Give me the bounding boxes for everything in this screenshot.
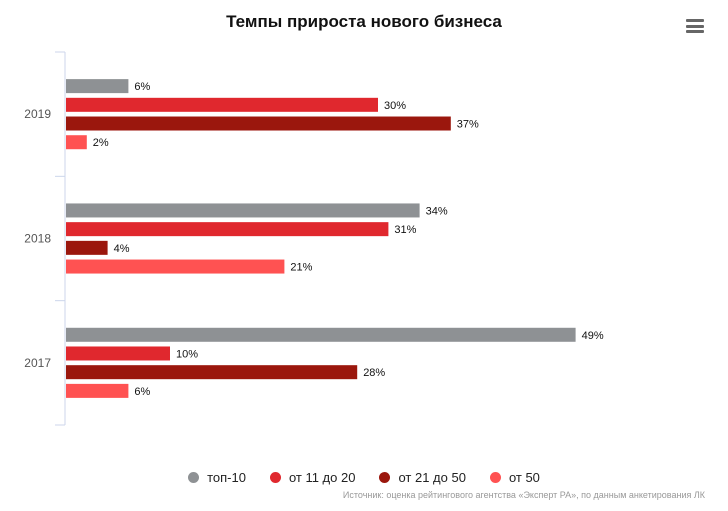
legend-label: от 50	[508, 470, 540, 485]
data-label: 31%	[394, 224, 416, 236]
bar[interactable]	[66, 135, 87, 150]
source-note: Источник: оценка рейтингового агентства …	[342, 490, 705, 500]
category-label: 2018	[24, 232, 51, 246]
data-label: 49%	[582, 330, 604, 342]
data-label: 2%	[93, 137, 109, 149]
bar[interactable]	[66, 346, 170, 361]
bar[interactable]	[66, 240, 108, 255]
legend-marker	[489, 472, 501, 483]
data-label: 30%	[384, 100, 406, 112]
bar[interactable]	[66, 365, 358, 380]
data-label: 6%	[134, 386, 150, 398]
hamburger-menu-icon[interactable]	[686, 19, 704, 33]
legend-label: от 21 до 50	[398, 470, 466, 485]
chart-title: Темпы прироста нового бизнеса	[226, 12, 502, 31]
legend-item[interactable]: топ-10	[188, 470, 246, 485]
legend-marker	[269, 472, 281, 483]
legend-label: топ-10	[207, 470, 246, 485]
data-label: 21%	[290, 262, 312, 274]
data-label: 37%	[457, 119, 479, 131]
legend: топ-10 от 11 до 20 от 21 до 50 от 50	[0, 470, 728, 485]
bar[interactable]	[66, 327, 576, 342]
category-label: 2019	[24, 107, 51, 121]
data-label: 28%	[363, 367, 385, 379]
legend-item[interactable]: от 21 до 50	[379, 470, 466, 485]
data-label: 34%	[426, 205, 448, 217]
plot-area: 2019 6% 30% 37% 2% 2018 34% 31% 4% 21% 2017 49% 10% 2…	[24, 51, 604, 426]
bar[interactable]	[66, 203, 420, 218]
category-label: 2017	[24, 356, 51, 370]
legend-item[interactable]: от 50	[489, 470, 540, 485]
legend-item[interactable]: от 11 до 20	[269, 470, 356, 485]
data-label: 4%	[114, 243, 130, 255]
legend-label: от 11 до 20	[288, 470, 356, 485]
legend-marker	[379, 472, 391, 483]
data-label: 10%	[176, 348, 198, 360]
bar[interactable]	[66, 116, 451, 131]
bar[interactable]	[66, 222, 389, 237]
bar[interactable]	[66, 383, 129, 398]
bar[interactable]	[66, 79, 129, 94]
data-label: 6%	[134, 81, 150, 93]
legend-marker	[188, 472, 200, 483]
bar[interactable]	[66, 259, 285, 274]
bar[interactable]	[66, 97, 378, 112]
